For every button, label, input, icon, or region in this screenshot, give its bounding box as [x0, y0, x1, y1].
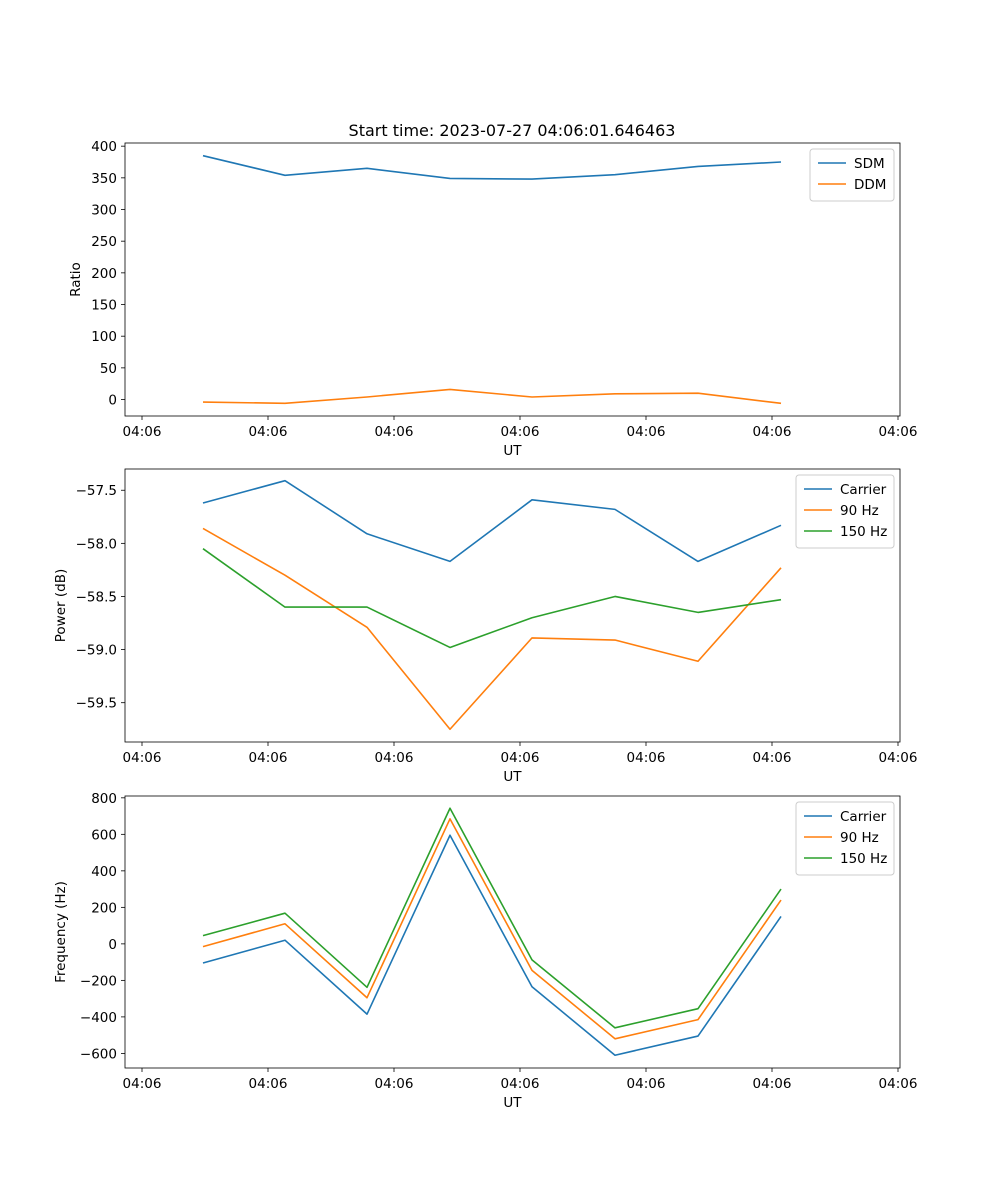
x-tick-label: 04:06	[627, 750, 666, 766]
y-tick-label: 400	[91, 139, 117, 155]
legend-label: 90 Hz	[840, 830, 879, 846]
y-tick-label: 100	[91, 329, 117, 345]
legend-label: DDM	[854, 177, 886, 193]
legend-label: 90 Hz	[840, 503, 879, 519]
x-tick-label: 04:06	[627, 1076, 666, 1092]
legend-label: SDM	[854, 156, 885, 172]
y-tick-label: 150	[91, 298, 117, 314]
series-line-150-hz	[202, 807, 782, 1029]
x-tick-label: 04:06	[879, 424, 918, 440]
x-tick-label: 04:06	[375, 424, 414, 440]
x-tick-label: 04:06	[879, 1076, 918, 1092]
y-tick-label: −59.0	[76, 643, 117, 659]
y-axis-label: Ratio	[68, 262, 84, 297]
legend-label: Carrier	[840, 809, 887, 825]
series-line-90-hz	[202, 527, 782, 731]
legend	[795, 801, 895, 876]
x-tick-label: 04:06	[249, 1076, 288, 1092]
x-tick-label: 04:06	[753, 1076, 792, 1092]
frequency-panel: 04:06 04:06 04:06 04:06 04:06 04:06 04:06 −600 −…	[53, 791, 917, 1111]
axes-frame	[124, 795, 901, 1069]
x-axis-label: UT	[503, 443, 522, 459]
series-line-sdm	[202, 154, 782, 180]
y-tick-label: 350	[91, 171, 117, 187]
x-tick-label: 04:06	[375, 750, 414, 766]
y-tick-label: 400	[91, 864, 117, 880]
legend-label: Carrier	[840, 482, 887, 498]
x-tick-label: 04:06	[753, 750, 792, 766]
x-tick-label: 04:06	[627, 424, 666, 440]
y-tick-label: 800	[91, 791, 117, 807]
series-line-90-hz	[202, 818, 782, 1040]
y-tick-label: 200	[91, 266, 117, 282]
x-tick-label: 04:06	[249, 750, 288, 766]
y-tick-label: −59.5	[76, 696, 117, 712]
y-tick-label: 200	[91, 900, 117, 916]
y-tick-label: 300	[91, 203, 117, 219]
series-line-ddm	[202, 388, 782, 405]
x-tick-label: 04:06	[501, 1076, 540, 1092]
ratio-panel: 04:06 04:06 04:06 04:06 04:06 04:06 04:06 0 50 10…	[68, 139, 917, 459]
legend	[795, 474, 895, 549]
y-tick-label: −58.5	[76, 589, 117, 605]
y-tick-label: −600	[80, 1046, 117, 1062]
chart-title: Start time: 2023-07-27 04:06:01.646463	[349, 121, 676, 140]
x-tick-label: 04:06	[123, 1076, 162, 1092]
legend-label: 150 Hz	[840, 851, 887, 867]
x-tick-label: 04:06	[753, 424, 792, 440]
x-tick-label: 04:06	[123, 424, 162, 440]
series-line-carrier	[202, 479, 782, 563]
y-tick-label: −200	[80, 973, 117, 989]
legend	[809, 148, 895, 202]
legend-label: 150 Hz	[840, 524, 887, 540]
x-tick-label: 04:06	[501, 750, 540, 766]
y-tick-label: 250	[91, 234, 117, 250]
x-tick-label: 04:06	[375, 1076, 414, 1092]
x-axis-label: UT	[503, 1095, 522, 1111]
x-tick-label: 04:06	[879, 750, 918, 766]
axes-frame	[124, 142, 901, 417]
y-tick-label: −57.5	[76, 483, 117, 499]
series-line-carrier	[202, 834, 782, 1057]
y-axis-label: Frequency (Hz)	[53, 881, 69, 983]
power-panel: 04:06 04:06 04:06 04:06 04:06 04:06 04:06 −59.5…	[53, 468, 918, 785]
x-axis-label: UT	[503, 769, 522, 785]
y-tick-label: 600	[91, 827, 117, 843]
y-tick-label: −400	[80, 1010, 117, 1026]
x-tick-label: 04:06	[249, 424, 288, 440]
y-tick-label: 0	[108, 393, 117, 409]
axes-frame	[124, 468, 901, 743]
y-tick-label: −58.0	[76, 536, 117, 552]
x-tick-label: 04:06	[123, 750, 162, 766]
y-axis-label: Power (dB)	[53, 569, 69, 642]
x-tick-label: 04:06	[501, 424, 540, 440]
y-tick-label: 50	[100, 361, 117, 377]
y-tick-label: 0	[108, 937, 117, 953]
series-line-150-hz	[202, 548, 782, 649]
